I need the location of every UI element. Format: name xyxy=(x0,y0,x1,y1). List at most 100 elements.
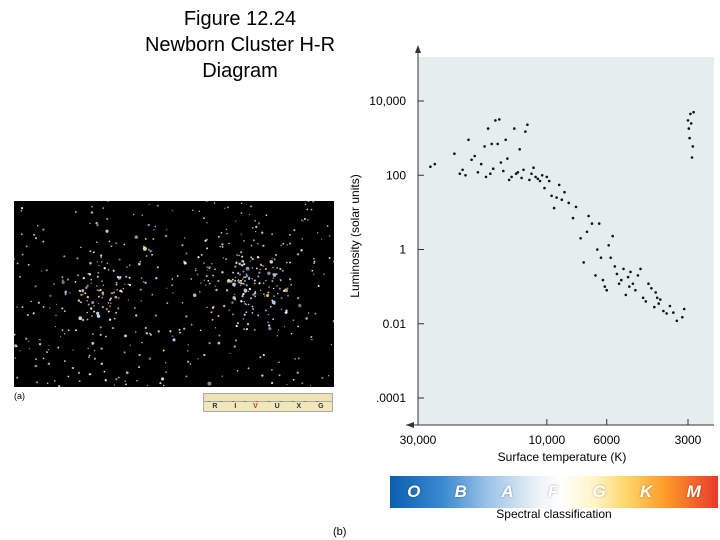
star xyxy=(81,318,85,322)
star xyxy=(226,232,228,235)
star xyxy=(213,202,216,204)
data-point xyxy=(545,175,549,179)
star xyxy=(114,295,118,299)
star xyxy=(115,242,118,245)
star xyxy=(273,258,276,261)
data-point xyxy=(473,154,477,158)
star xyxy=(249,260,251,262)
star xyxy=(141,341,143,344)
star xyxy=(251,267,254,269)
star xyxy=(242,292,245,296)
star xyxy=(109,305,111,308)
star xyxy=(274,254,277,256)
star xyxy=(258,283,260,285)
star xyxy=(251,257,254,261)
star xyxy=(280,308,283,311)
star xyxy=(301,219,303,221)
star xyxy=(252,307,255,310)
star xyxy=(101,280,103,283)
star xyxy=(263,293,265,295)
star xyxy=(217,235,220,238)
star xyxy=(251,278,253,280)
star xyxy=(246,267,248,269)
plot-area xyxy=(418,57,714,425)
data-point xyxy=(590,222,594,225)
star xyxy=(91,301,95,305)
star xyxy=(268,286,270,288)
star xyxy=(88,373,91,376)
star xyxy=(98,295,100,298)
star xyxy=(211,318,214,321)
data-point xyxy=(582,261,585,264)
star xyxy=(284,311,288,314)
star xyxy=(239,284,242,286)
star xyxy=(240,279,243,282)
star xyxy=(279,267,282,270)
star xyxy=(97,289,100,292)
star xyxy=(261,231,264,234)
data-point xyxy=(538,179,542,183)
star xyxy=(134,235,138,239)
star xyxy=(169,330,172,333)
star xyxy=(86,318,89,321)
star xyxy=(63,310,66,312)
star xyxy=(277,329,280,331)
star xyxy=(312,257,316,260)
star xyxy=(137,262,141,266)
star xyxy=(110,292,114,295)
star xyxy=(196,273,199,276)
star xyxy=(280,297,283,300)
y-tick-label: 0.01 xyxy=(383,317,407,331)
spectral-class-a: A xyxy=(501,482,514,501)
star xyxy=(271,369,273,371)
data-point xyxy=(552,206,556,210)
star xyxy=(247,277,251,280)
star xyxy=(256,267,258,270)
star xyxy=(86,300,88,302)
data-point xyxy=(502,169,505,173)
star xyxy=(106,217,109,221)
star xyxy=(301,382,304,385)
star xyxy=(268,324,271,327)
data-point xyxy=(579,237,582,240)
star xyxy=(159,382,162,385)
star xyxy=(99,254,103,257)
star xyxy=(61,280,65,284)
star xyxy=(153,229,155,231)
data-point xyxy=(601,278,605,282)
star xyxy=(317,284,320,288)
star xyxy=(190,323,193,326)
data-point xyxy=(534,175,537,179)
star xyxy=(228,242,230,245)
star xyxy=(46,382,49,385)
data-point xyxy=(506,157,509,160)
filter-band-r: R xyxy=(212,403,218,410)
star xyxy=(265,214,268,217)
star xyxy=(269,260,274,264)
star xyxy=(240,264,243,267)
data-point xyxy=(522,168,525,172)
star xyxy=(185,252,188,255)
star xyxy=(105,229,109,233)
data-point xyxy=(659,298,662,301)
star xyxy=(332,260,334,263)
star xyxy=(163,384,165,387)
star xyxy=(134,331,137,333)
star xyxy=(208,341,211,345)
star xyxy=(35,358,38,361)
star xyxy=(86,311,88,314)
star xyxy=(125,371,129,375)
star xyxy=(38,343,42,346)
star xyxy=(205,284,207,286)
data-point xyxy=(483,145,486,148)
star xyxy=(297,325,299,328)
star xyxy=(276,285,278,287)
star xyxy=(123,243,126,246)
star xyxy=(198,210,200,212)
star xyxy=(88,273,92,276)
star xyxy=(93,357,96,360)
star xyxy=(257,314,260,317)
data-point xyxy=(607,244,610,247)
data-point xyxy=(665,312,668,315)
star xyxy=(253,279,256,282)
